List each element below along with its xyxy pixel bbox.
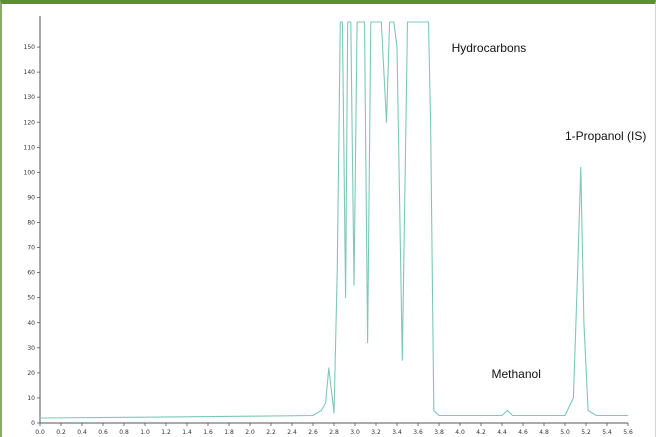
x-tick-label: 2.2 xyxy=(266,429,276,436)
x-tick-label: 1.0 xyxy=(140,429,150,436)
x-tick-label: 2.4 xyxy=(287,429,297,436)
x-tick-label: 1.4 xyxy=(182,429,192,436)
x-tick-label: 5.4 xyxy=(602,429,612,436)
x-tick-label: 1.8 xyxy=(224,429,234,436)
series-line-0 xyxy=(39,21,628,419)
y-tick-label: 0 xyxy=(31,420,35,427)
annotation-label: Hydrocarbons xyxy=(452,41,527,55)
y-tick-label: 10 xyxy=(27,395,35,402)
x-tick-label: 5.6 xyxy=(623,429,633,436)
y-tick-label: 80 xyxy=(27,220,35,227)
x-tick-label: 4.0 xyxy=(455,429,465,436)
y-tick-label: 100 xyxy=(24,169,36,176)
x-tick-label: 1.2 xyxy=(161,429,171,436)
x-tick-label: 4.6 xyxy=(518,429,528,436)
y-tick-label: 90 xyxy=(27,194,35,201)
x-tick-label: 1.6 xyxy=(203,429,213,436)
plot-area xyxy=(39,21,628,419)
y-tick-label: 120 xyxy=(24,119,36,126)
x-tick-label: 0.6 xyxy=(98,429,108,436)
x-tick-label: 3.6 xyxy=(413,429,423,436)
x-tick-label: 0.4 xyxy=(77,429,87,436)
x-tick-label: 2.0 xyxy=(245,429,255,436)
x-tick-label: 4.8 xyxy=(539,429,549,436)
x-tick-label: 0.2 xyxy=(56,429,66,436)
x-tick-label: 0.8 xyxy=(119,429,129,436)
y-tick-label: 50 xyxy=(27,295,35,302)
y-tick-label: 70 xyxy=(27,245,35,252)
y-tick-label: 40 xyxy=(27,320,35,327)
y-tick-label: 20 xyxy=(27,370,35,377)
y-tick-label: 140 xyxy=(24,69,36,76)
y-tick-label: 110 xyxy=(24,144,36,151)
x-tick-label: 3.4 xyxy=(392,429,402,436)
y-tick-label: 150 xyxy=(24,44,36,51)
x-tick-label: 2.8 xyxy=(329,429,339,436)
axes xyxy=(39,16,628,424)
x-tick-label: 5.2 xyxy=(581,429,591,436)
x-tick-label: 5.0 xyxy=(560,429,570,436)
annotation-label: 1-Propanol (IS) xyxy=(565,129,646,143)
ticks: 0 10 20 30 40 50 60 70 80 90 100 110 120 130 140 150 0.0… xyxy=(24,44,633,436)
x-tick-label: 0.0 xyxy=(35,429,45,436)
annotations: Hydrocarbons Methanol 1-Propanol (IS) xyxy=(452,41,647,381)
x-tick-label: 3.0 xyxy=(350,429,360,436)
y-tick-label: 130 xyxy=(24,94,36,101)
annotation-label: Methanol xyxy=(492,367,541,381)
x-tick-label: 4.2 xyxy=(476,429,486,436)
y-tick-label: 30 xyxy=(27,345,35,352)
y-tick-label: 60 xyxy=(27,270,35,277)
x-tick-label: 3.2 xyxy=(371,429,381,436)
x-tick-label: 2.6 xyxy=(308,429,318,436)
x-tick-label: 4.4 xyxy=(497,429,507,436)
x-tick-label: 3.8 xyxy=(434,429,444,436)
